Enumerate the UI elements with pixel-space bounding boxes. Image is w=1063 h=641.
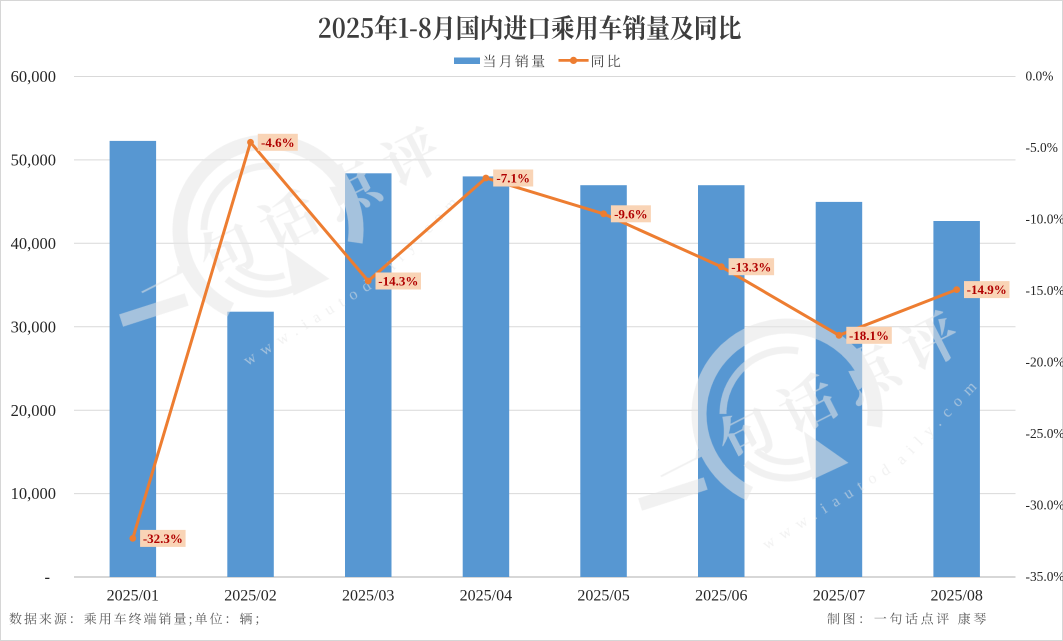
- svg-text:-14.9%: -14.9%: [967, 282, 1007, 297]
- svg-text:-32.3%: -32.3%: [143, 531, 183, 546]
- svg-text:-18.1%: -18.1%: [849, 328, 889, 343]
- svg-text:-20.0%: -20.0%: [1026, 355, 1063, 370]
- svg-text:2025/08: 2025/08: [930, 588, 982, 605]
- svg-text:-13.3%: -13.3%: [731, 259, 771, 274]
- svg-text:-15.0%: -15.0%: [1026, 283, 1063, 298]
- svg-text:50,000: 50,000: [11, 151, 56, 170]
- svg-text:2025/01: 2025/01: [107, 588, 159, 605]
- svg-text:-10.0%: -10.0%: [1026, 212, 1063, 227]
- svg-text:0.0%: 0.0%: [1026, 69, 1054, 84]
- svg-text:40,000: 40,000: [11, 234, 56, 253]
- svg-text:-14.3%: -14.3%: [378, 274, 418, 289]
- svg-text:-30.0%: -30.0%: [1026, 498, 1063, 513]
- svg-text:2025/04: 2025/04: [460, 588, 512, 605]
- svg-text:-35.0%: -35.0%: [1026, 569, 1063, 584]
- svg-text:-: -: [45, 567, 51, 586]
- svg-text:2025/05: 2025/05: [577, 588, 629, 605]
- svg-text:-5.0%: -5.0%: [1026, 140, 1058, 155]
- svg-text:60,000: 60,000: [11, 67, 56, 86]
- svg-text:10,000: 10,000: [11, 484, 56, 503]
- svg-text:-25.0%: -25.0%: [1026, 426, 1063, 441]
- svg-text:-4.6%: -4.6%: [261, 135, 295, 150]
- svg-text:20,000: 20,000: [11, 401, 56, 420]
- svg-text:30,000: 30,000: [11, 317, 56, 336]
- svg-text:2025/03: 2025/03: [342, 588, 394, 605]
- svg-text:2025/07: 2025/07: [813, 588, 865, 605]
- svg-text:-7.1%: -7.1%: [496, 171, 530, 186]
- svg-text:2025/02: 2025/02: [224, 588, 276, 605]
- svg-text:2025/06: 2025/06: [695, 588, 747, 605]
- svg-text:-9.6%: -9.6%: [614, 206, 648, 221]
